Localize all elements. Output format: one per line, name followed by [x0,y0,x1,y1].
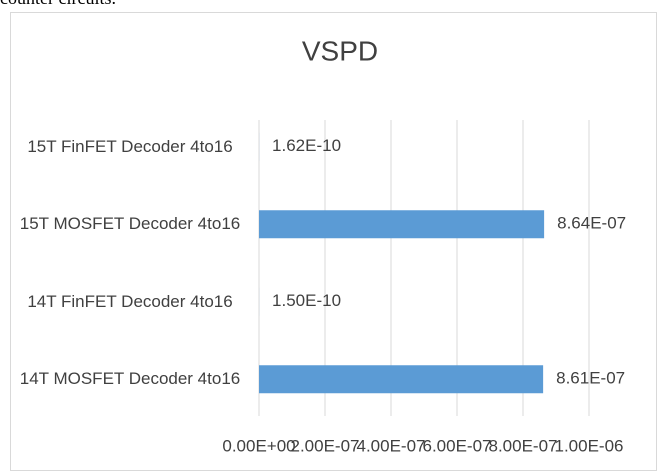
x-tick-label: 6.00E-07 [423,436,492,455]
chart-border [10,12,657,471]
chart-title: VSPD [302,35,378,66]
y-tick-label: 15T FinFET Decoder 4to16 [27,136,233,156]
bar [259,365,544,394]
x-tick-label: 2.00E-07 [291,436,360,455]
x-tick-label: 1.00E-06 [555,436,624,455]
x-tick-label: 8.00E-07 [489,436,558,455]
y-tick-label: 15T MOSFET Decoder 4to16 [19,214,241,234]
x-tick-label: 4.00E-07 [357,436,426,455]
caption: counter circuits. [0,0,116,9]
data-label: 1.62E-10 [272,136,341,155]
data-label: 8.61E-07 [556,369,625,388]
data-label: 1.50E-10 [272,291,341,310]
data-label: 8.64E-07 [557,214,626,233]
y-tick-label: 14T MOSFET Decoder 4to16 [19,369,241,389]
y-tick-label: 14T FinFET Decoder 4to16 [27,291,233,311]
x-tick-label: 0.00E+00 [222,436,295,455]
bar [259,210,545,239]
